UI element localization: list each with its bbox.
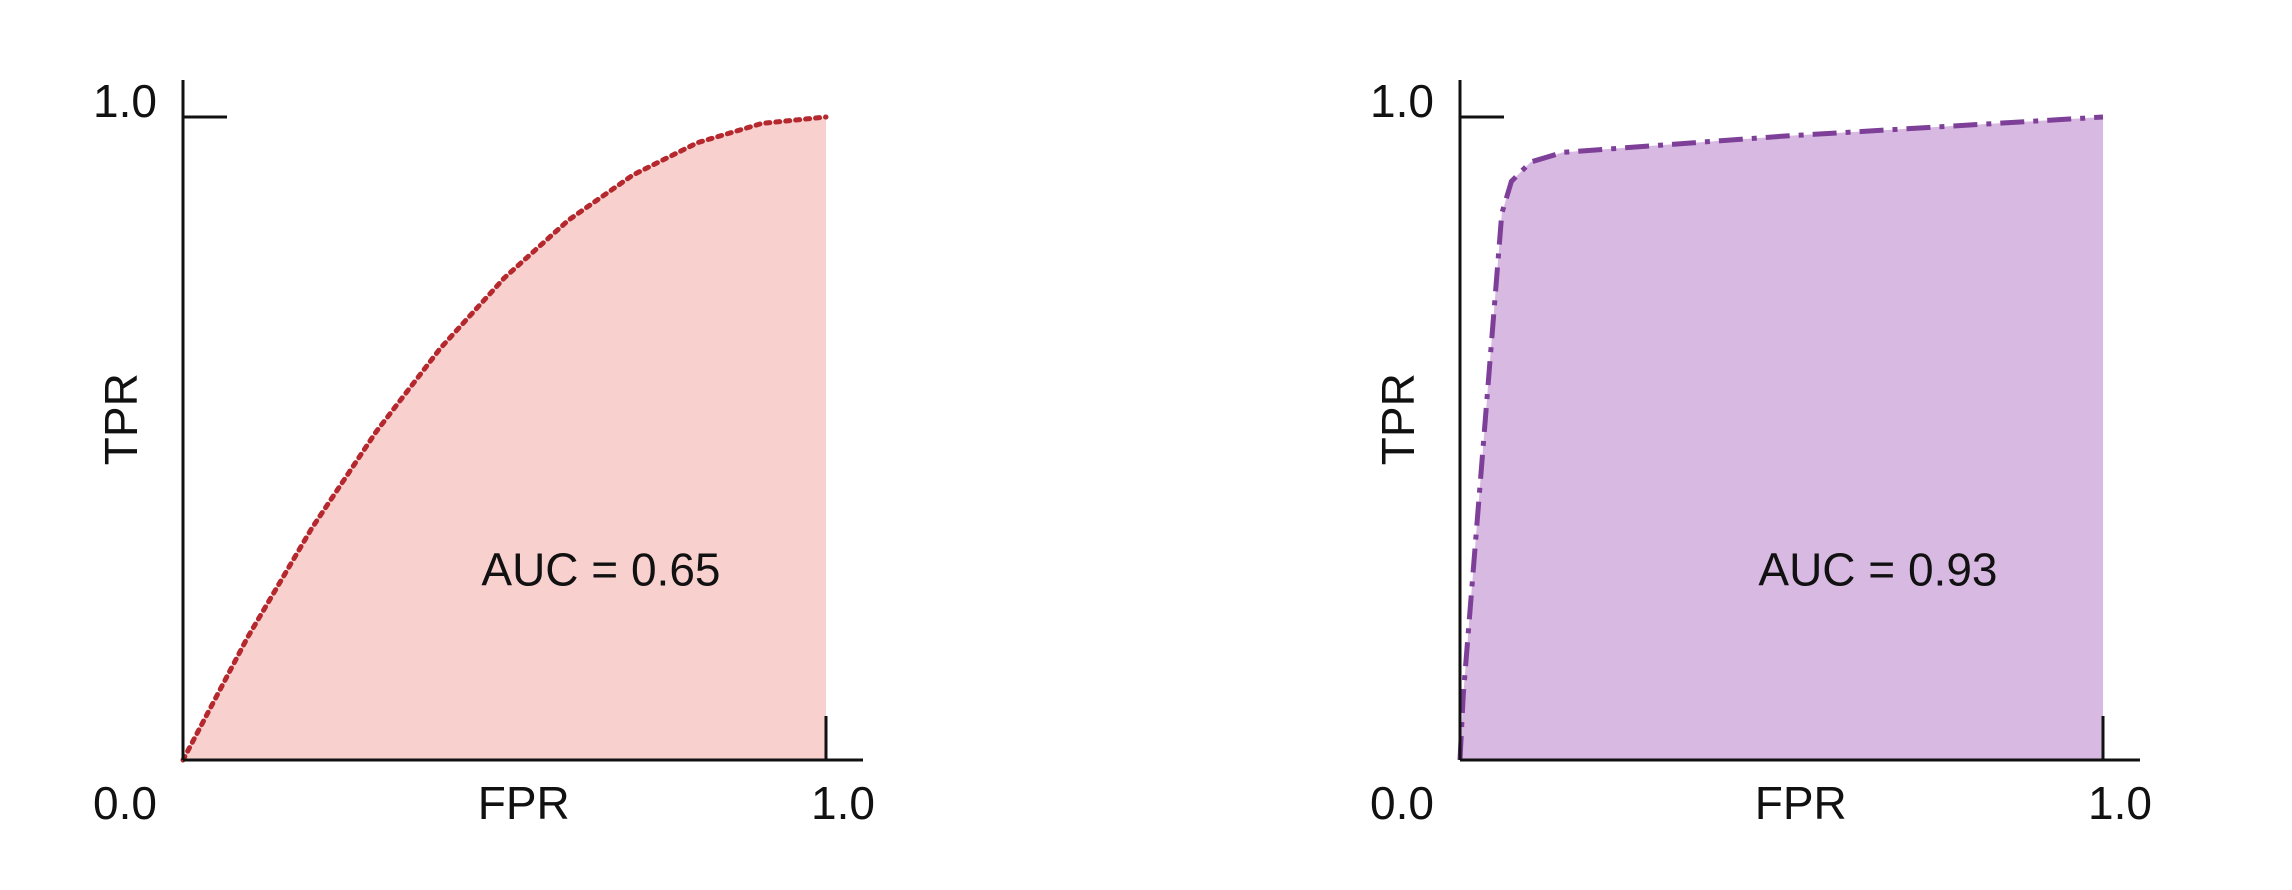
y-axis-label: TPR <box>95 373 147 465</box>
x-tick-label: 1.0 <box>811 777 875 829</box>
y-axis-label: TPR <box>1372 373 1424 465</box>
area-fill <box>183 117 826 760</box>
x-tick-label: 0.0 <box>1370 777 1434 829</box>
x-axis-label: FPR <box>478 777 570 829</box>
roc-line <box>1457 114 2104 761</box>
x-axis-label: FPR <box>1755 777 1847 829</box>
x-tick-label: 0.0 <box>93 777 157 829</box>
y-tick-label: 1.0 <box>1370 75 1434 127</box>
roc-line <box>180 114 829 763</box>
y-tick-label: 1.0 <box>93 75 157 127</box>
area-fill <box>1460 117 2103 760</box>
annotation: AUC = 0.65 <box>481 544 720 596</box>
x-tick-label: 1.0 <box>2088 777 2152 829</box>
annotation: AUC = 0.93 <box>1758 544 1997 596</box>
